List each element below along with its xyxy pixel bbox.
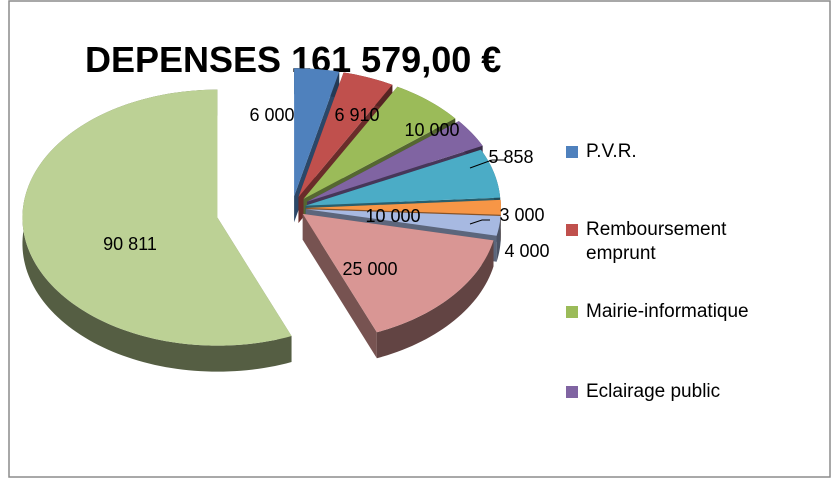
legend-swatch (566, 224, 578, 236)
pie (22, 68, 501, 372)
legend-swatch (566, 146, 578, 158)
data-label: 3 000 (499, 205, 544, 225)
data-label: 10 000 (365, 206, 420, 226)
slice-top (302, 213, 494, 333)
legend-label: Eclairage public (586, 381, 721, 402)
legend-swatch (566, 306, 578, 318)
data-label: 90 811 (103, 234, 157, 254)
data-label: 5 858 (488, 147, 533, 167)
legend-label: Remboursement emprunt (586, 219, 727, 264)
slice-side (376, 240, 494, 359)
slice-top (22, 89, 292, 346)
leader-line (469, 159, 505, 169)
legend-label: Mairie-informatique (586, 301, 749, 322)
slice-side (496, 216, 501, 262)
slice-top (298, 72, 393, 197)
slice-top (305, 199, 501, 215)
data-label: 25 000 (342, 259, 397, 279)
slice-top (305, 209, 501, 236)
pie-slice (22, 89, 292, 372)
slice-wall (302, 213, 377, 359)
leader-line (469, 219, 490, 225)
legend-item: Remboursement emprunt (566, 218, 786, 266)
slice-side (22, 89, 292, 372)
legend-item: P.V.R. (566, 140, 786, 164)
slice-top (307, 121, 483, 202)
slice-top (305, 149, 501, 206)
slice-top (294, 68, 340, 197)
legend-item: Mairie-informatique (566, 300, 786, 324)
legend-swatch (566, 386, 578, 398)
data-label: 6 910 (334, 105, 379, 125)
data-label: 4 000 (504, 241, 549, 261)
legend-item: Eclairage public (566, 380, 786, 404)
data-label: 6 000 (249, 105, 294, 125)
slice-top (303, 86, 456, 199)
chart-title: DEPENSES 161 579,00 € (85, 39, 501, 80)
legend-label: P.V.R. (586, 141, 637, 162)
data-label: 10 000 (404, 120, 459, 140)
pie-slice (302, 213, 494, 359)
data-labels: 6 000 6 910 10 000 5 858 10 000 3 000 4 000 25 … (103, 105, 549, 279)
